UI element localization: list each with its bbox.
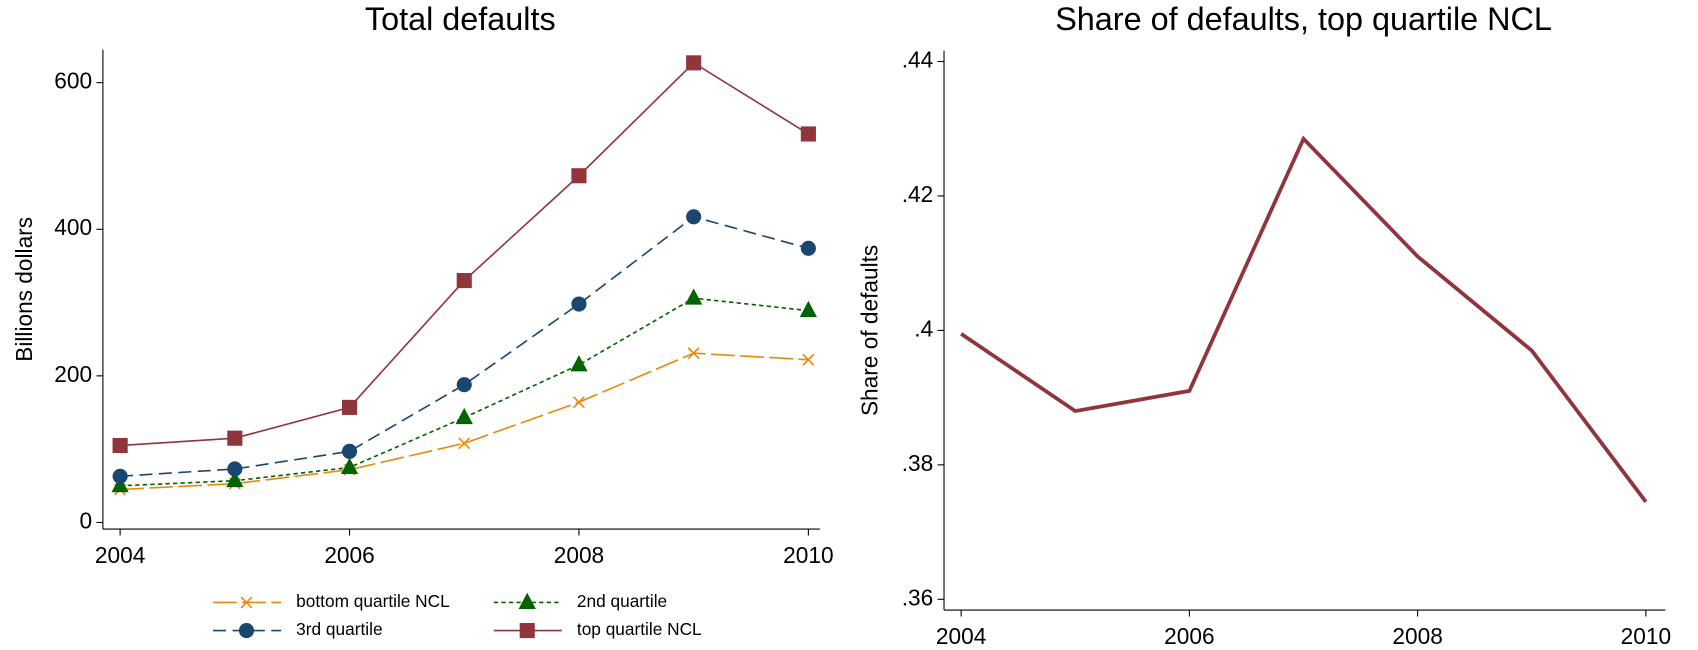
marker [227, 461, 243, 477]
legend-label: 3rd quartile [296, 619, 382, 639]
marker [112, 468, 128, 484]
y-axis-label: Share of defaults [857, 245, 883, 416]
marker [571, 296, 587, 312]
marker [458, 437, 471, 450]
marker [519, 623, 535, 639]
y-tick-label: .42 [902, 181, 934, 207]
y-tick-label: 200 [54, 361, 92, 387]
marker [570, 355, 588, 372]
marker [687, 347, 700, 360]
legend-label: 2nd quartile [577, 591, 667, 611]
marker [456, 377, 472, 393]
marker [686, 209, 702, 225]
marker [572, 396, 585, 409]
y-tick-label: 0 [79, 507, 92, 533]
marker [341, 399, 358, 415]
y-tick-label: .36 [902, 584, 934, 610]
x-tick-label: 2006 [324, 542, 374, 568]
marker [802, 353, 815, 366]
marker [227, 430, 243, 446]
x-tick-label: 2010 [1621, 623, 1671, 649]
y-tick-label: 600 [54, 68, 92, 94]
marker [112, 437, 128, 454]
marker [571, 168, 587, 184]
marker [456, 273, 472, 289]
x-tick-label: 2008 [1392, 623, 1442, 649]
chart-title: Total defaults [365, 1, 556, 37]
marker [800, 126, 816, 142]
x-tick-label: 2006 [1164, 623, 1214, 649]
legend-label: bottom quartile NCL [296, 591, 450, 611]
marker [518, 592, 536, 609]
x-tick-label: 2004 [936, 623, 986, 649]
y-tick-label: 400 [54, 214, 92, 240]
marker [340, 457, 359, 474]
marker [240, 596, 253, 609]
line [960, 135, 1648, 503]
chart-title: Share of defaults, top quartile NCL [1055, 1, 1552, 37]
y-tick-label: .38 [902, 450, 934, 476]
marker [226, 470, 244, 488]
marker [111, 476, 129, 493]
x-tick-label: 2008 [554, 542, 604, 568]
marker [455, 407, 473, 425]
marker [686, 55, 702, 71]
y-axis-label: Billions dollars [11, 217, 37, 362]
y-tick-label: .4 [914, 315, 933, 341]
line [120, 215, 809, 478]
y-tick-label: .44 [902, 46, 934, 72]
marker [341, 443, 358, 459]
x-tick-label: 2004 [95, 542, 145, 568]
marker [685, 288, 703, 305]
marker [799, 300, 818, 318]
x-tick-label: 2010 [783, 542, 833, 568]
legend-label: top quartile NCL [577, 619, 702, 639]
marker [800, 240, 816, 256]
marker [238, 623, 255, 639]
